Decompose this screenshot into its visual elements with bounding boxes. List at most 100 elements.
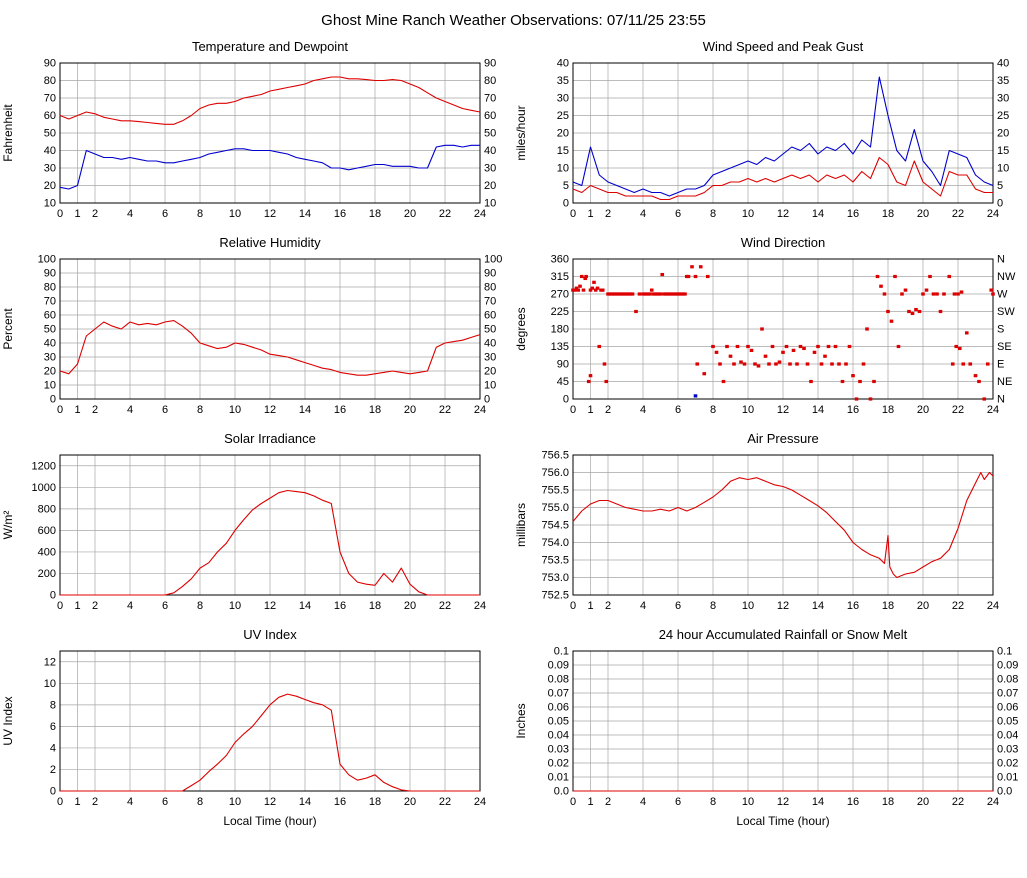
svg-text:0: 0 [563,394,569,406]
chart-svg: 0 1 2 4 6 8 10 12 14 16 18 20 22 24020040060080010001… [1,454,486,612]
svg-text:6: 6 [675,796,681,808]
chart-svg: 0 1 2 4 6 8 10 12 14 16 18 20 22 24752.5753.0753.5754… [514,450,999,613]
svg-text:8: 8 [197,796,203,808]
svg-text:70: 70 [484,296,496,308]
svg-text:12: 12 [777,208,789,220]
svg-text:60: 60 [484,110,496,122]
svg-text:4: 4 [50,742,56,754]
svg-text:24: 24 [987,208,999,220]
svg-text:0: 0 [570,796,576,808]
svg-text:1: 1 [587,208,593,220]
chart-canvas-relative-humidity: 0 1 2 4 6 8 10 12 14 16 18 20 22 24 0 10 20 30 40 50 60 70 80 9… [0,253,513,419]
svg-text:N: N [997,394,1005,406]
svg-text:4: 4 [640,600,646,612]
svg-text:225: 225 [551,306,569,318]
svg-text:10: 10 [44,678,56,690]
svg-text:10: 10 [742,208,754,220]
svg-text:45: 45 [557,376,569,388]
svg-text:0: 0 [50,394,56,406]
chart-wind-speed-gust: Wind Speed and Peak Gust 0 1 2 4 6 8 10 12 14 16 1… [513,39,1026,223]
svg-text:25: 25 [997,110,1009,122]
chart-title: Relative Humidity [219,235,321,250]
svg-text:1: 1 [74,404,80,416]
svg-text:10: 10 [229,404,241,416]
svg-text:50: 50 [44,128,56,140]
chart-canvas-rainfall: 0 1 2 4 6 8 10 12 14 16 18 20 22 24 0.0 0.01 0.02 0.03 0.0… [513,645,1026,831]
svg-text:0: 0 [570,600,576,612]
svg-text:14: 14 [299,208,311,220]
svg-text:10: 10 [44,380,56,392]
svg-text:20: 20 [404,404,416,416]
svg-text:0.07: 0.07 [548,688,569,700]
svg-text:8: 8 [710,404,716,416]
svg-text:15: 15 [557,145,569,157]
svg-text:4: 4 [640,796,646,808]
svg-text:0.0: 0.0 [554,786,569,798]
svg-text:W: W [997,289,1008,301]
svg-text:50: 50 [484,128,496,140]
svg-text:SW: SW [997,306,1015,318]
svg-text:12: 12 [264,796,276,808]
svg-text:2: 2 [605,404,611,416]
svg-text:22: 22 [952,600,964,612]
chart-svg: 0 1 2 4 6 8 10 12 14 16 18 20 22 24051015202530354005… [514,58,1009,221]
svg-text:30: 30 [44,163,56,175]
svg-text:22: 22 [439,404,451,416]
svg-text:8: 8 [710,208,716,220]
svg-text:S: S [997,324,1004,336]
svg-text:10: 10 [229,600,241,612]
svg-text:24: 24 [474,600,486,612]
svg-text:0.06: 0.06 [548,702,569,714]
svg-text:Local Time (hour): Local Time (hour) [223,814,316,828]
svg-text:0.04: 0.04 [997,730,1018,742]
svg-text:754.0: 754.0 [541,537,569,549]
svg-text:Fahrenheit: Fahrenheit [1,104,15,162]
chart-canvas-wind-direction: 0 1 2 4 6 8 10 12 14 16 18 20 22 24 0 45 90 135 180 225 270 3… [513,253,1026,419]
svg-text:2: 2 [605,600,611,612]
svg-text:4: 4 [127,600,133,612]
svg-text:0: 0 [50,590,56,602]
chart-title: 24 hour Accumulated Rainfall or Snow Mel… [658,627,908,642]
svg-text:1: 1 [587,796,593,808]
svg-text:14: 14 [299,796,311,808]
svg-text:16: 16 [334,600,346,612]
svg-text:40: 40 [997,58,1009,70]
svg-text:0: 0 [57,404,63,416]
svg-text:270: 270 [551,289,569,301]
svg-text:6: 6 [162,208,168,220]
svg-text:10: 10 [997,163,1009,175]
chart-title: Wind Direction [740,235,826,250]
svg-text:10: 10 [484,198,496,210]
svg-text:0.1: 0.1 [554,646,569,658]
svg-text:14: 14 [812,208,824,220]
svg-text:UV Index: UV Index [1,696,15,745]
svg-text:80: 80 [44,75,56,87]
svg-text:70: 70 [484,93,496,105]
svg-text:0: 0 [57,600,63,612]
svg-text:90: 90 [44,58,56,70]
svg-text:0.08: 0.08 [548,674,569,686]
svg-text:135: 135 [551,341,569,353]
svg-text:2: 2 [92,208,98,220]
svg-text:35: 35 [997,75,1009,87]
svg-text:1200: 1200 [32,460,56,472]
svg-text:400: 400 [38,546,56,558]
chart-svg: 0 1 2 4 6 8 10 12 14 16 18 20 22 240.00.010.020.030.0… [514,646,1018,829]
svg-text:0.1: 0.1 [997,646,1012,658]
svg-text:754.5: 754.5 [541,520,569,532]
svg-text:6: 6 [675,600,681,612]
svg-text:8: 8 [710,796,716,808]
svg-text:600: 600 [38,525,56,537]
svg-text:30: 30 [484,163,496,175]
svg-text:20: 20 [997,128,1009,140]
svg-text:756.0: 756.0 [541,467,569,479]
chart-title: Solar Irradiance [224,431,316,446]
svg-text:4: 4 [127,208,133,220]
svg-text:10: 10 [742,600,754,612]
svg-text:N: N [997,254,1005,266]
svg-text:90: 90 [484,268,496,280]
svg-text:0.09: 0.09 [997,660,1018,672]
svg-text:10: 10 [484,380,496,392]
